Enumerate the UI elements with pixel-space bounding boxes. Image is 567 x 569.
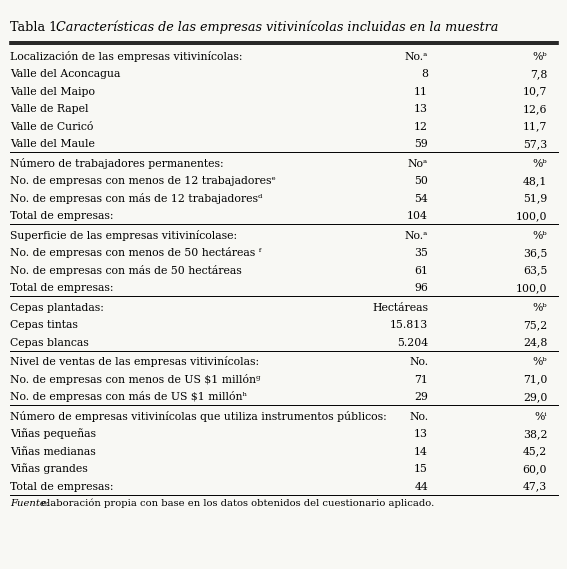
Text: Total de empresas:: Total de empresas: <box>10 211 114 221</box>
Text: 104: 104 <box>407 211 428 221</box>
Text: No. de empresas con más de 50 hectáreas: No. de empresas con más de 50 hectáreas <box>10 265 242 275</box>
Text: 44: 44 <box>414 481 428 492</box>
Text: 8: 8 <box>421 69 428 79</box>
Text: 59: 59 <box>414 139 428 149</box>
Text: 60,0: 60,0 <box>523 464 547 474</box>
Text: No. de empresas con menos de US $1 millónᵍ: No. de empresas con menos de US $1 milló… <box>10 374 261 385</box>
Text: 10,7: 10,7 <box>523 86 547 97</box>
Text: elaboración propia con base en los datos obtenidos del cuestionario aplicado.: elaboración propia con base en los datos… <box>38 498 434 508</box>
Text: 71: 71 <box>414 374 428 385</box>
Text: Valle del Aconcagua: Valle del Aconcagua <box>10 69 121 79</box>
Text: 50: 50 <box>414 176 428 186</box>
Text: 71,0: 71,0 <box>523 374 547 385</box>
Text: Número de empresas vitivinícolas que utiliza instrumentos públicos:: Número de empresas vitivinícolas que uti… <box>10 411 387 422</box>
Text: 61: 61 <box>414 266 428 275</box>
Text: 35: 35 <box>414 248 428 258</box>
Text: Hectáreas: Hectáreas <box>372 303 428 312</box>
Text: 14: 14 <box>414 447 428 456</box>
Text: No.ᵃ: No.ᵃ <box>405 52 428 61</box>
Text: 38,2: 38,2 <box>523 429 547 439</box>
Text: 12: 12 <box>414 122 428 131</box>
Text: 24,8: 24,8 <box>523 337 547 348</box>
Text: No. de empresas con más de 12 trabajadoresᵈ: No. de empresas con más de 12 trabajador… <box>10 192 263 204</box>
Text: 100,0: 100,0 <box>515 211 547 221</box>
Text: 47,3: 47,3 <box>523 481 547 492</box>
Text: 11: 11 <box>414 86 428 97</box>
Text: 12,6: 12,6 <box>523 104 547 114</box>
Text: Valle del Maipo: Valle del Maipo <box>10 86 95 97</box>
Text: 13: 13 <box>414 104 428 114</box>
Text: Tabla 1.: Tabla 1. <box>10 21 65 34</box>
Text: No.: No. <box>409 411 428 422</box>
Text: Viñas pequeñas: Viñas pequeñas <box>10 428 96 439</box>
Text: 7,8: 7,8 <box>530 69 547 79</box>
Text: 36,5: 36,5 <box>523 248 547 258</box>
Text: %ᵇ: %ᵇ <box>532 357 547 367</box>
Text: 29: 29 <box>414 392 428 402</box>
Text: Total de empresas:: Total de empresas: <box>10 283 114 293</box>
Text: 5.204: 5.204 <box>397 337 428 348</box>
Text: Total de empresas:: Total de empresas: <box>10 481 114 492</box>
Text: Cepas plantadas:: Cepas plantadas: <box>10 303 104 312</box>
Text: 51,9: 51,9 <box>523 193 547 204</box>
Text: 13: 13 <box>414 429 428 439</box>
Text: Cepas tintas: Cepas tintas <box>10 320 78 330</box>
Text: 57,3: 57,3 <box>523 139 547 149</box>
Text: %ᵇ: %ᵇ <box>532 159 547 168</box>
Text: Localización de las empresas vitivinícolas:: Localización de las empresas vitivinícol… <box>10 51 243 61</box>
Text: %ᵇ: %ᵇ <box>532 52 547 61</box>
Text: 75,2: 75,2 <box>523 320 547 330</box>
Text: No. de empresas con menos de 12 trabajadoresᵉ: No. de empresas con menos de 12 trabajad… <box>10 176 276 186</box>
Text: 48,1: 48,1 <box>523 176 547 186</box>
Text: Características de las empresas vitivinícolas incluidas en la muestra: Características de las empresas vitiviní… <box>56 20 498 34</box>
Text: Valle del Maule: Valle del Maule <box>10 139 95 149</box>
Text: %ᵇ: %ᵇ <box>532 303 547 312</box>
Text: Cepas blancas: Cepas blancas <box>10 337 89 348</box>
Text: 100,0: 100,0 <box>515 283 547 293</box>
Text: 29,0: 29,0 <box>523 392 547 402</box>
Text: Viñas grandes: Viñas grandes <box>10 463 88 474</box>
Text: 11,7: 11,7 <box>523 122 547 131</box>
Text: 63,5: 63,5 <box>523 266 547 275</box>
Text: 15: 15 <box>414 464 428 474</box>
Text: %ⁱ: %ⁱ <box>535 411 547 422</box>
Text: Valle de Curicó: Valle de Curicó <box>10 122 94 131</box>
Text: Noᵃ: Noᵃ <box>408 159 428 168</box>
Text: 15.813: 15.813 <box>390 320 428 330</box>
Text: 96: 96 <box>414 283 428 293</box>
Text: No. de empresas con más de US $1 millónʰ: No. de empresas con más de US $1 millónʰ <box>10 391 247 402</box>
Text: Número de trabajadores permanentes:: Número de trabajadores permanentes: <box>10 158 224 168</box>
Text: No. de empresas con menos de 50 hectáreas ᶠ: No. de empresas con menos de 50 hectárea… <box>10 247 261 258</box>
Text: Nivel de ventas de las empresas vitivinícolas:: Nivel de ventas de las empresas vitiviní… <box>10 356 259 367</box>
Text: %ᵇ: %ᵇ <box>532 230 547 241</box>
Text: Valle de Rapel: Valle de Rapel <box>10 104 88 114</box>
Text: No.ᵃ: No.ᵃ <box>405 230 428 241</box>
Text: Viñas medianas: Viñas medianas <box>10 447 96 456</box>
Text: No.: No. <box>409 357 428 367</box>
Text: 54: 54 <box>414 193 428 204</box>
Text: Superficie de las empresas vitivinícolase:: Superficie de las empresas vitivinícolas… <box>10 230 238 241</box>
Text: Fuente:: Fuente: <box>10 499 49 508</box>
Text: 45,2: 45,2 <box>523 447 547 456</box>
